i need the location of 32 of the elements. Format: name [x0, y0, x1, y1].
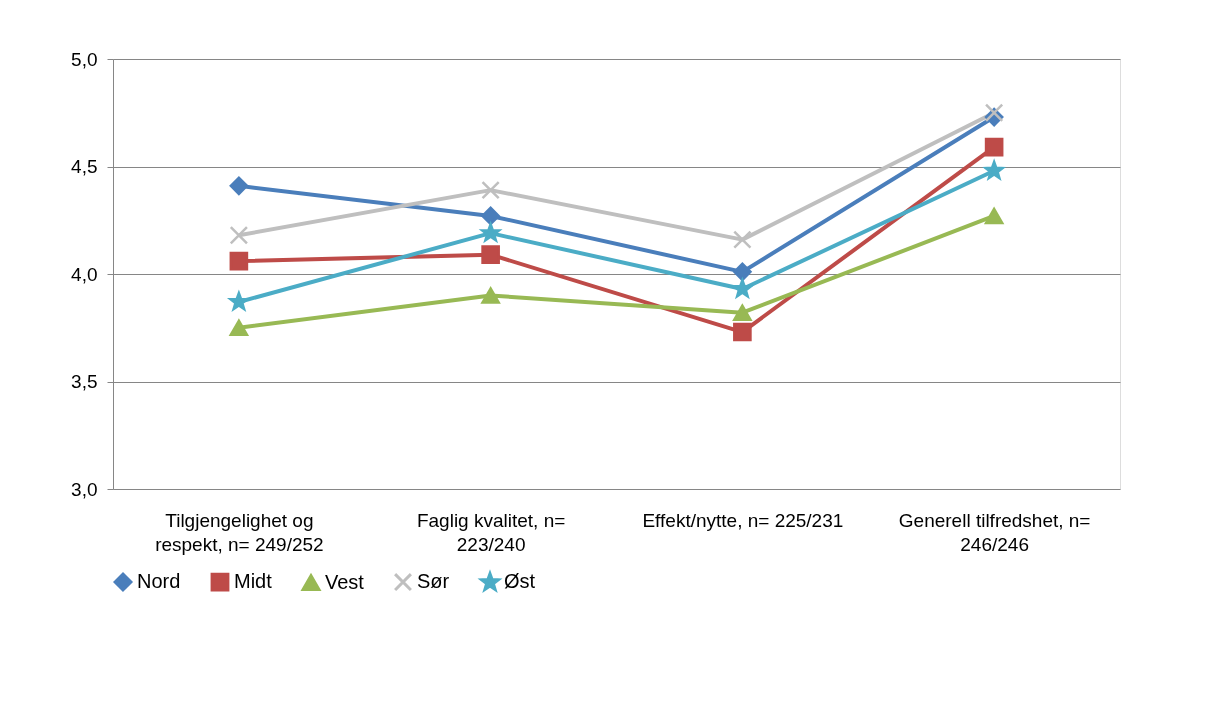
point: [481, 206, 500, 226]
y-tick-label: 4,0: [71, 263, 98, 285]
point: [733, 322, 752, 342]
y-tick-label: 5,0: [71, 48, 98, 70]
point: [732, 277, 754, 300]
y-tick-label: 3,0: [71, 478, 98, 500]
point: [229, 319, 249, 336]
legend-label: Øst: [504, 570, 536, 593]
point: [229, 251, 249, 271]
x-tick-label: Generell tilfredshet, n= 246/246: [898, 509, 1091, 555]
point: [481, 180, 500, 200]
point: [229, 176, 249, 196]
point: [227, 289, 249, 312]
point: [478, 221, 503, 244]
point: [982, 158, 1006, 181]
point: [481, 287, 500, 304]
point: [229, 225, 249, 245]
point: [481, 245, 500, 264]
x-tick-label: Faglig kvalitet, n= 223/240: [416, 509, 566, 555]
point: [733, 304, 752, 321]
point: [733, 230, 752, 249]
point: [733, 262, 752, 282]
x-tick-label: Tilgjengelighet og respekt, n= 249/252: [155, 509, 324, 555]
legend-label: Vest: [325, 570, 365, 593]
legend-label: Midt: [234, 570, 273, 593]
y-tick-label: 3,5: [71, 371, 98, 392]
point: [984, 207, 1004, 225]
y-tick-label: 4,5: [71, 156, 98, 177]
point: [984, 137, 1004, 157]
legend-label: Nord: [137, 570, 181, 593]
x-tick-label: Effekt/nytte, n= 225/231: [642, 509, 844, 531]
legend-label: Sør: [417, 570, 450, 593]
